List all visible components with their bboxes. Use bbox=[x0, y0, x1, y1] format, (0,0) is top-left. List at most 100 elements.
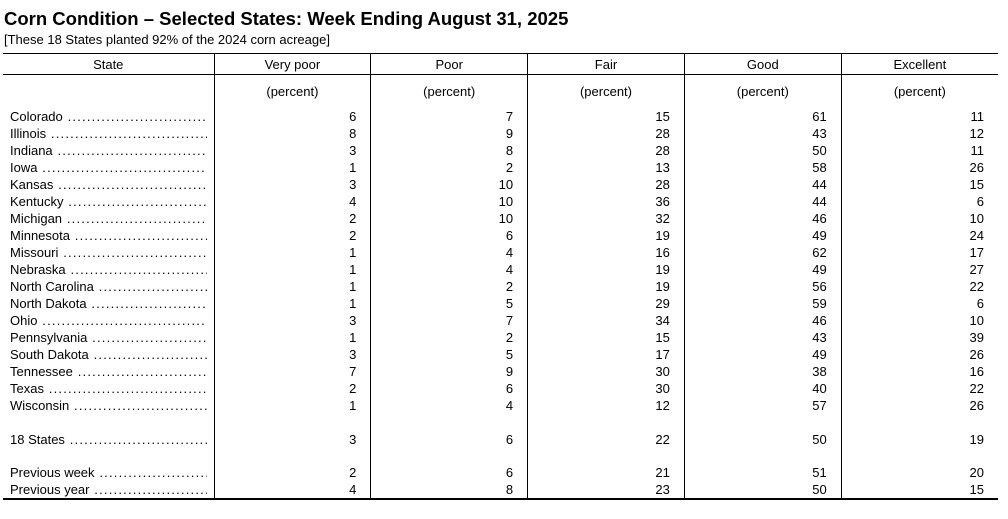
value-cell-fair: 36 bbox=[527, 193, 685, 210]
table-row: Nebraska 1 4 19 49 27 bbox=[3, 261, 998, 278]
dot-leader bbox=[87, 329, 206, 346]
value-cell-fair: 16 bbox=[527, 244, 685, 261]
dot-leader bbox=[62, 210, 206, 227]
state-label: North Carolina bbox=[10, 279, 94, 294]
value-cell-excellent: 24 bbox=[840, 227, 998, 244]
value-cell-good: 50 bbox=[683, 481, 842, 499]
value-cell-very-poor: 3 bbox=[213, 176, 371, 193]
state-label: Previous week bbox=[10, 465, 95, 480]
value-cell-poor: 10 bbox=[370, 210, 528, 227]
unit-row: (percent) (percent) (percent) (percent) … bbox=[3, 74, 998, 109]
value-cell-good: 58 bbox=[683, 159, 842, 176]
value-cell-excellent: 10 bbox=[840, 210, 998, 227]
state-label: Wisconsin bbox=[10, 398, 70, 413]
value-cell-fair: 32 bbox=[527, 210, 685, 227]
state-cell: Missouri bbox=[3, 244, 214, 261]
table-row: Wisconsin 1 4 12 57 26 bbox=[3, 397, 998, 414]
value-cell-very-poor: 1 bbox=[213, 261, 371, 278]
state-cell: North Carolina bbox=[3, 278, 214, 295]
state-label: Tennessee bbox=[10, 364, 73, 379]
dot-leader bbox=[95, 464, 207, 481]
state-cell: Indiana bbox=[3, 142, 214, 159]
dot-leader bbox=[69, 397, 206, 414]
value-cell-very-poor: 2 bbox=[213, 227, 371, 244]
table-row: 18 States 3 6 22 50 19 bbox=[3, 431, 998, 448]
table-row: Michigan 2 10 32 46 10 bbox=[3, 210, 998, 227]
dot-leader bbox=[44, 380, 207, 397]
table-body: (percent) (percent) (percent) (percent) … bbox=[3, 74, 998, 499]
state-cell: Michigan bbox=[3, 210, 214, 227]
state-label: Kentucky bbox=[10, 194, 64, 209]
table-row: Colorado 6 7 15 61 11 bbox=[3, 108, 998, 125]
value-cell-very-poor: 4 bbox=[213, 193, 371, 210]
state-cell: Colorado bbox=[3, 108, 214, 125]
value-cell-fair: 13 bbox=[527, 159, 685, 176]
value-cell-very-poor: 1 bbox=[213, 397, 371, 414]
value-cell-good: 59 bbox=[683, 295, 842, 312]
dot-leader bbox=[73, 363, 207, 380]
value-cell-good: 61 bbox=[683, 108, 842, 125]
value-cell-excellent: 15 bbox=[840, 176, 998, 193]
value-cell-excellent: 27 bbox=[840, 261, 998, 278]
state-cell: South Dakota bbox=[3, 346, 214, 363]
table-row: Previous year 4 8 23 50 15 bbox=[3, 481, 998, 499]
value-cell-fair: 12 bbox=[527, 397, 685, 414]
value-cell-fair: 22 bbox=[527, 431, 685, 448]
dot-leader bbox=[63, 193, 206, 210]
table-row: Minnesota 2 6 19 49 24 bbox=[3, 227, 998, 244]
value-cell-good: 44 bbox=[683, 193, 842, 210]
unit-cell: (percent) bbox=[527, 74, 685, 108]
value-cell-fair: 17 bbox=[527, 346, 685, 363]
state-label: Ohio bbox=[10, 313, 38, 328]
value-cell-very-poor: 6 bbox=[213, 108, 371, 125]
value-cell-fair: 28 bbox=[527, 125, 685, 142]
state-cell: Iowa bbox=[3, 159, 214, 176]
dot-leader bbox=[66, 261, 207, 278]
value-cell-poor: 2 bbox=[370, 159, 528, 176]
table-row: Ohio 3 7 34 46 10 bbox=[3, 312, 998, 329]
value-cell-fair: 28 bbox=[527, 142, 685, 159]
value-cell-excellent: 6 bbox=[840, 193, 998, 210]
state-label: Missouri bbox=[10, 245, 59, 260]
value-cell-good: 50 bbox=[683, 431, 842, 448]
state-label: Texas bbox=[10, 381, 44, 396]
value-cell-poor: 6 bbox=[370, 227, 528, 244]
value-cell-poor: 6 bbox=[370, 431, 528, 448]
dot-leader bbox=[70, 227, 207, 244]
unit-cell-empty bbox=[3, 75, 214, 109]
value-cell-good: 57 bbox=[683, 397, 842, 414]
state-label: North Dakota bbox=[10, 296, 87, 311]
dot-leader bbox=[89, 481, 206, 498]
value-cell-poor: 6 bbox=[370, 380, 528, 397]
column-header-poor: Poor bbox=[370, 53, 528, 75]
value-cell-poor: 8 bbox=[370, 142, 528, 159]
value-cell-very-poor: 3 bbox=[213, 346, 371, 363]
value-cell-fair: 29 bbox=[527, 295, 685, 312]
value-cell-excellent: 20 bbox=[840, 464, 998, 481]
value-cell-excellent: 10 bbox=[840, 312, 998, 329]
state-label: Iowa bbox=[10, 160, 38, 175]
value-cell-very-poor: 3 bbox=[213, 431, 371, 448]
state-cell: Kentucky bbox=[3, 193, 214, 210]
value-cell-poor: 7 bbox=[370, 108, 528, 125]
column-header-very-poor: Very poor bbox=[213, 53, 371, 75]
page-title: Corn Condition – Selected States: Week E… bbox=[4, 8, 569, 29]
value-cell-good: 56 bbox=[683, 278, 842, 295]
value-cell-excellent: 11 bbox=[840, 142, 998, 159]
value-cell-excellent: 11 bbox=[840, 108, 998, 125]
column-header-good: Good bbox=[683, 53, 842, 75]
table-row: North Carolina 1 2 19 56 22 bbox=[3, 278, 998, 295]
value-cell-fair: 15 bbox=[527, 329, 685, 346]
corn-condition-table: State Very poor Poor Fair Good Excellent… bbox=[3, 53, 998, 500]
unit-cell: (percent) bbox=[370, 74, 528, 108]
value-cell-fair: 30 bbox=[527, 363, 685, 380]
value-cell-excellent: 19 bbox=[840, 431, 998, 448]
value-cell-poor: 2 bbox=[370, 278, 528, 295]
value-cell-poor: 5 bbox=[370, 346, 528, 363]
table-row: Kansas 3 10 28 44 15 bbox=[3, 176, 998, 193]
state-label: Minnesota bbox=[10, 228, 70, 243]
table-row: Tennessee 7 9 30 38 16 bbox=[3, 363, 998, 380]
table-row: Illinois 8 9 28 43 12 bbox=[3, 125, 998, 142]
spacer-row bbox=[3, 448, 998, 464]
state-cell: Previous year bbox=[3, 481, 214, 499]
